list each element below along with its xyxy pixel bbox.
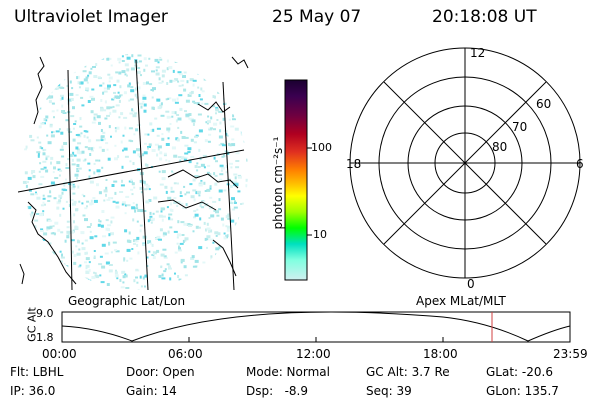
status-gc-alt: GC Alt: 3.7 Re xyxy=(366,365,450,379)
status-glat: GLat: -20.6 xyxy=(486,365,553,379)
apex-label: Apex MLat/MLT xyxy=(416,294,506,308)
geographic-label: Geographic Lat/Lon xyxy=(68,294,186,308)
status-ip: IP: 36.0 xyxy=(10,384,56,398)
colorbar-unit-label: photon cm⁻²s⁻¹ xyxy=(271,136,285,230)
status-seq: Seq: 39 xyxy=(366,384,412,398)
status-door: Door: Open xyxy=(126,365,195,379)
time-label: 20:18:08 UT xyxy=(432,7,537,27)
status-dsp: Dsp: -8.9 xyxy=(246,384,309,398)
mlt-label-18: 18 xyxy=(346,157,362,171)
date-label: 25 May 07 xyxy=(272,7,362,27)
geographic-image xyxy=(18,54,249,291)
altitude-curve xyxy=(61,311,571,342)
colorbar-gradient xyxy=(284,79,308,281)
time-tick-0600: 06:00 xyxy=(168,347,203,361)
instrument-title: Ultraviolet Imager xyxy=(14,7,168,27)
status-mode: Mode: Normal xyxy=(246,365,330,379)
mlat-label-80: 80 xyxy=(492,140,508,154)
time-tick-0000: 00:00 xyxy=(42,347,77,361)
polar-grid xyxy=(349,47,581,279)
time-tick-1200: 12:00 xyxy=(296,347,331,361)
status-gain: Gain: 14 xyxy=(126,384,177,398)
time-tick-1800: 18:00 xyxy=(423,347,458,361)
altitude-plot xyxy=(61,311,571,343)
emission-speckle xyxy=(22,54,248,290)
colorbar-tick-100: 100 xyxy=(311,141,332,154)
mlt-label-12: 12 xyxy=(470,46,486,60)
mlat-label-60: 60 xyxy=(536,97,552,111)
lat-lon-grid xyxy=(18,59,245,291)
time-tick-2359: 23:59 xyxy=(553,347,588,361)
colorbar xyxy=(284,79,312,281)
mlt-label-0: 0 xyxy=(467,277,475,291)
mlat-label-70: 70 xyxy=(512,120,528,134)
polar-plot xyxy=(349,47,581,279)
status-glon: GLon: 135.7 xyxy=(486,384,559,398)
mlt-label-6: 6 xyxy=(576,157,584,171)
altitude-ymin: 1.8 xyxy=(36,331,54,344)
altitude-ymax: 9.0 xyxy=(36,307,54,320)
status-filter: Flt: LBHL xyxy=(10,365,64,379)
colorbar-tick-10: 10 xyxy=(313,228,327,241)
